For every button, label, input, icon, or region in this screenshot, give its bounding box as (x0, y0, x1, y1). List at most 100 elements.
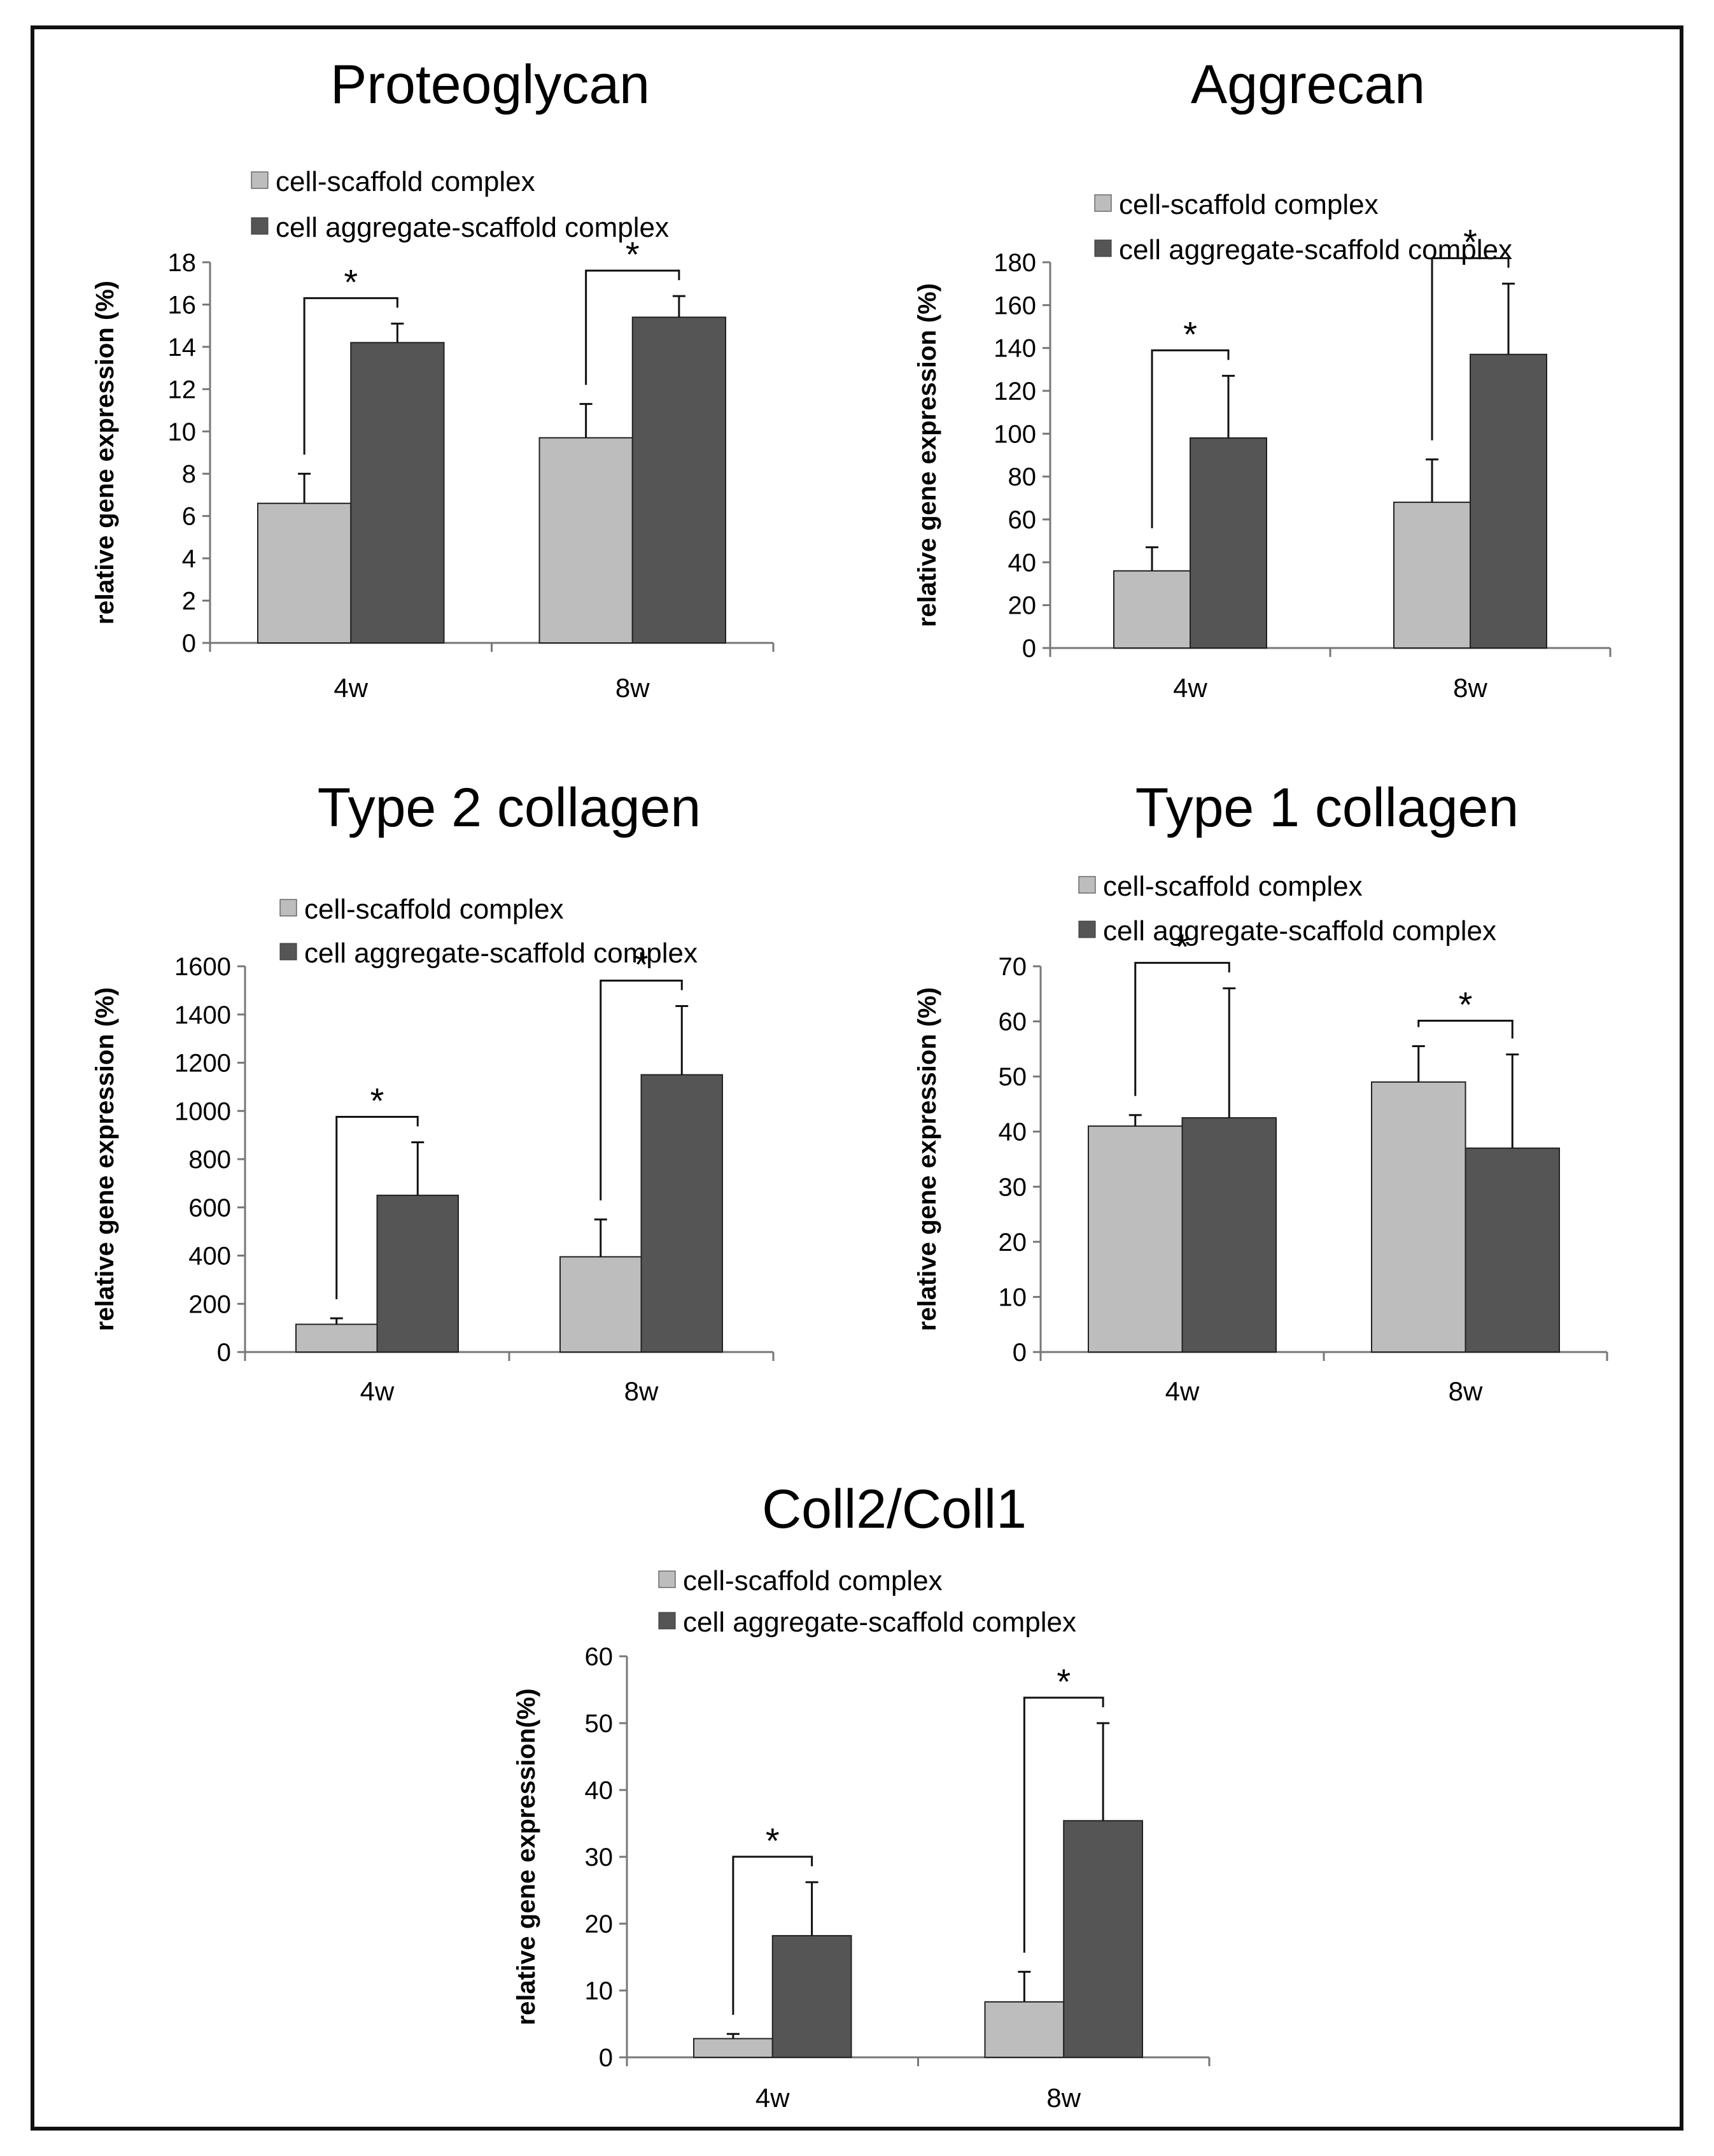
bar (350, 342, 445, 644)
bar (1371, 1081, 1466, 1353)
bar (559, 1256, 642, 1353)
y-tick-label: 160 (994, 292, 1036, 320)
legend-swatch (1078, 920, 1096, 938)
legend-label: cell aggregate-scaffold complex (304, 938, 698, 969)
legend-swatch (1094, 194, 1112, 212)
y-tick-label: 0 (1013, 1339, 1027, 1367)
y-tick-label: 10 (585, 1977, 614, 2005)
y-tick-label: 60 (585, 1643, 614, 1671)
y-tick-label: 40 (585, 1777, 614, 1805)
legend-label: cell-scaffold complex (1103, 871, 1363, 902)
significance-bracket (1023, 1696, 1104, 1953)
legend-label: cell-scaffold complex (1119, 189, 1379, 220)
legend-swatch (279, 943, 297, 961)
y-tick-label: 20 (1008, 592, 1037, 620)
x-category-label: 4w (1165, 1376, 1200, 1406)
significance-bracket (732, 1856, 813, 2015)
significance-star: * (635, 944, 649, 984)
bar (1113, 570, 1191, 649)
y-tick-label: 0 (1022, 635, 1036, 663)
y-axis-label: relative gene expression (%) (913, 283, 941, 627)
x-category-label: 8w (615, 673, 650, 703)
y-tick-label: 60 (999, 1008, 1027, 1036)
bar (1190, 437, 1267, 649)
x-category-label: 4w (1173, 673, 1207, 703)
significance-star: * (626, 234, 640, 274)
legend-label: cell-scaffold complex (683, 1565, 943, 1596)
bar (693, 2038, 773, 2059)
significance-bracket (303, 297, 398, 455)
legend-swatch (279, 899, 297, 917)
bar (984, 2001, 1065, 2059)
y-tick-label: 40 (1008, 549, 1037, 577)
y-tick-label: 4 (182, 545, 196, 573)
legend-label: cell aggregate-scaffold complex (683, 1607, 1076, 1638)
y-tick-label: 6 (182, 503, 196, 531)
significance-star: * (1057, 1661, 1071, 1702)
legend-swatch (251, 217, 269, 235)
bar (538, 437, 633, 644)
y-axis-label: relative gene expression(%) (512, 1688, 540, 2025)
x-category-label: 8w (1449, 1376, 1483, 1406)
legend-swatch (1094, 239, 1112, 257)
y-axis-label: relative gene expression (%) (91, 281, 119, 624)
y-tick-label: 80 (1008, 463, 1037, 491)
chart-title: Coll2/Coll1 (762, 1479, 1027, 1540)
y-tick-label: 120 (994, 377, 1036, 405)
legend-swatch (658, 1570, 676, 1588)
y-tick-label: 200 (188, 1290, 231, 1318)
x-category-label: 8w (624, 1376, 659, 1406)
y-tick-label: 40 (999, 1118, 1027, 1146)
significance-star: * (370, 1080, 384, 1120)
significance-star: * (344, 262, 358, 302)
y-tick-label: 1400 (174, 1001, 231, 1029)
x-category-label: 8w (1046, 2083, 1081, 2113)
x-category-label: 4w (360, 1376, 395, 1406)
bar (1393, 502, 1471, 649)
y-tick-label: 0 (599, 2044, 613, 2072)
y-tick-label: 50 (999, 1063, 1027, 1091)
legend-label: cell-scaffold complex (304, 894, 564, 925)
x-category-label: 4w (334, 673, 368, 703)
x-category-label: 8w (1453, 673, 1487, 703)
bar (1063, 1820, 1143, 2059)
y-tick-label: 10 (168, 418, 197, 446)
chart-coll2-coll1: Coll2/Coll1 cell-scaffold complex cell agg… (512, 1479, 1211, 2113)
y-tick-label: 180 (994, 249, 1036, 277)
bar (1470, 353, 1547, 649)
legend-label: cell-scaffold complex (276, 166, 535, 197)
significance-bracket (1151, 349, 1230, 528)
y-axis-label: relative gene expression (%) (91, 987, 119, 1331)
legend-label: cell aggregate-scaffold complex (1119, 234, 1512, 265)
y-tick-label: 0 (217, 1339, 231, 1367)
significance-bracket (585, 269, 680, 385)
y-tick-label: 0 (182, 630, 196, 658)
y-tick-label: 60 (1008, 506, 1037, 534)
y-tick-label: 30 (999, 1173, 1027, 1201)
legend-swatch (251, 171, 269, 189)
legend-swatch (1078, 876, 1096, 894)
significance-star: * (1463, 222, 1477, 262)
significance-bracket (1134, 962, 1230, 1096)
y-tick-label: 50 (585, 1710, 614, 1738)
significance-star: * (1183, 314, 1197, 354)
chart-title: Aggrecan (1191, 54, 1425, 115)
significance-bracket (1431, 257, 1510, 440)
significance-star: * (766, 1821, 780, 1861)
legend-swatch (658, 1612, 676, 1630)
chart-proteoglycan: Proteoglycan cell-scaffold complex cell ag… (91, 54, 775, 703)
y-tick-label: 20 (585, 1910, 614, 1938)
bar (257, 502, 352, 644)
chart-title: Type 1 collagen (1135, 777, 1519, 838)
significance-bracket (335, 1115, 419, 1299)
y-axis-label: relative gene expression (%) (913, 987, 941, 1331)
bar (631, 316, 726, 644)
y-tick-label: 140 (994, 335, 1036, 363)
significance-bracket (1417, 1020, 1514, 1039)
chart-type1-collagen: Type 1 collagen cell-scaffold complex cell… (913, 777, 1608, 1406)
bar (640, 1074, 723, 1353)
legend-label: cell aggregate-scaffold complex (276, 212, 669, 243)
y-tick-label: 400 (188, 1243, 231, 1271)
y-tick-label: 70 (999, 953, 1027, 981)
y-tick-label: 1600 (174, 953, 231, 981)
